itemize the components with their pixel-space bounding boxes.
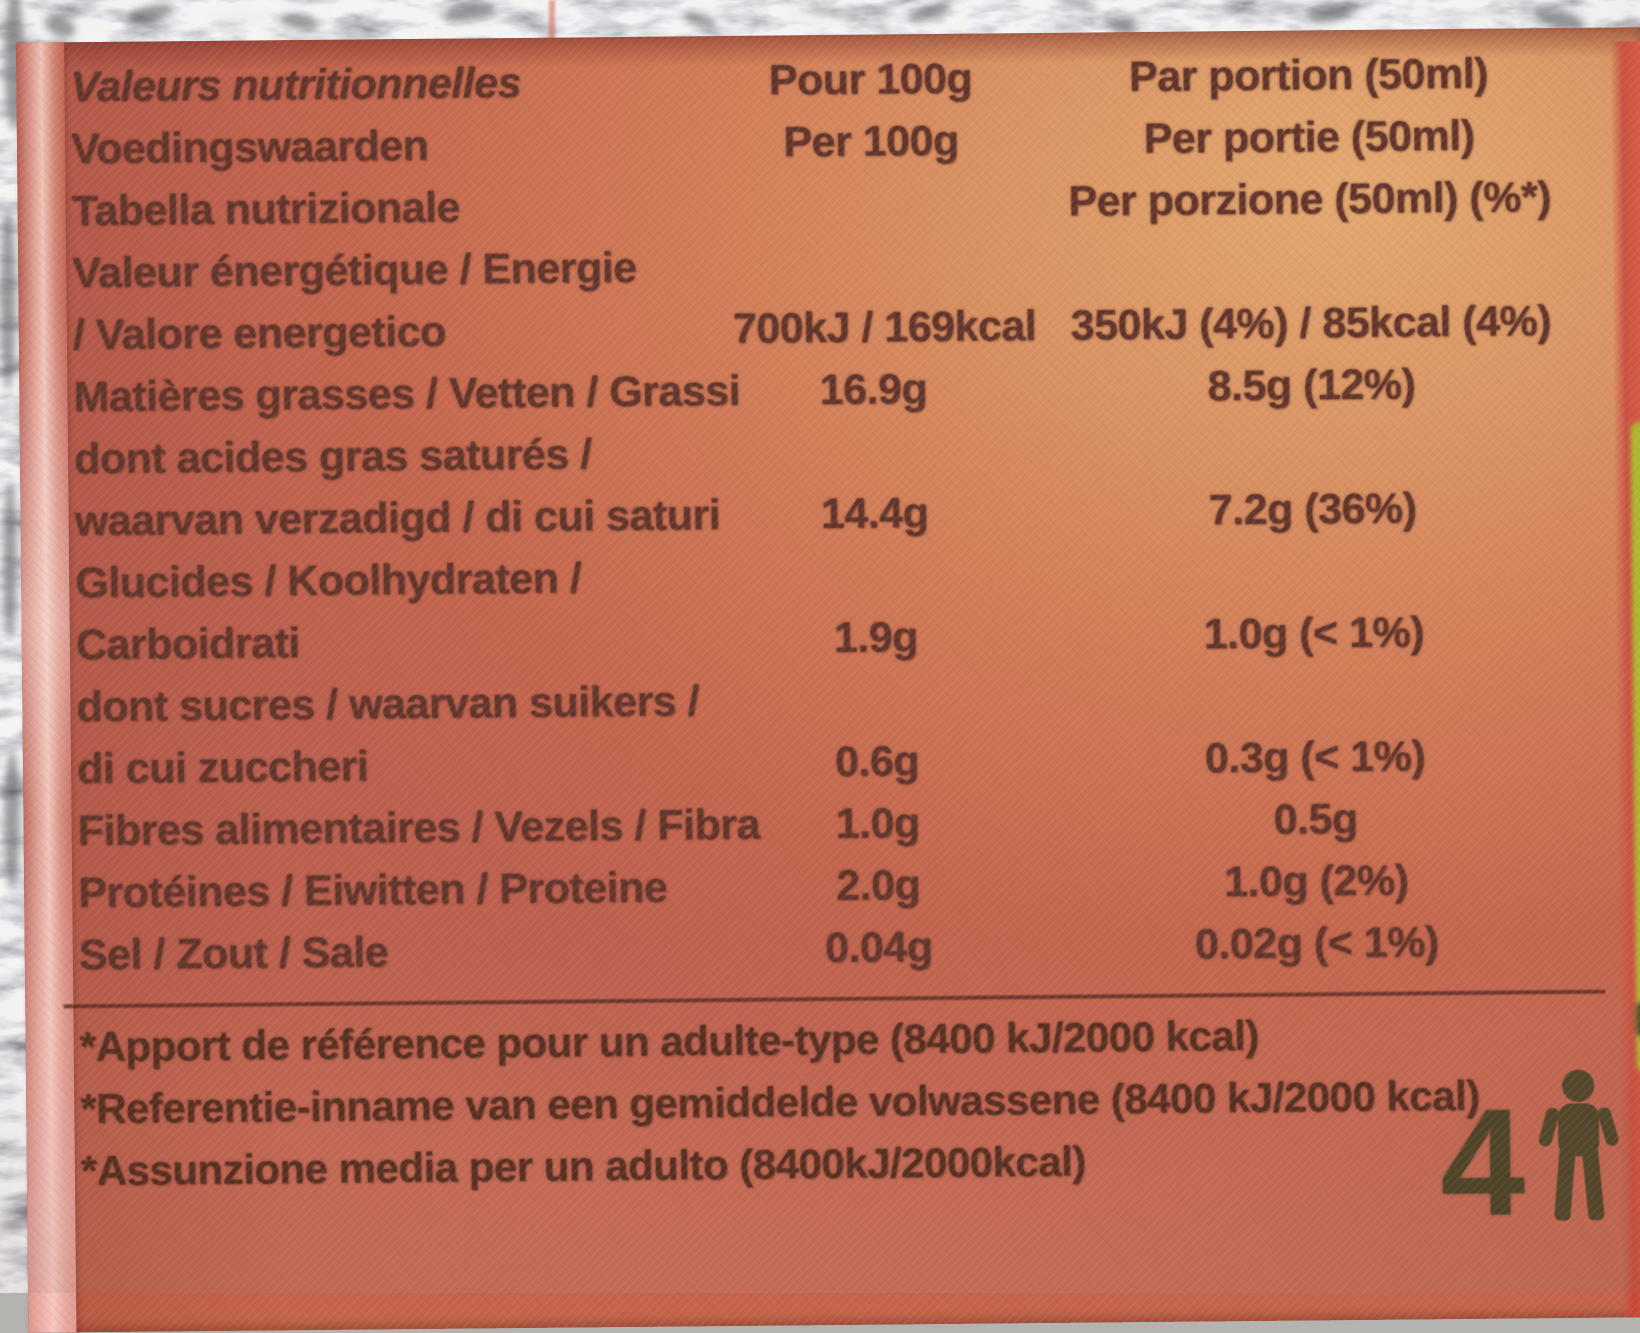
row-value-per100: 1.9g (736, 605, 1017, 670)
row-label-line: Carboidrati (75, 619, 300, 670)
row-value-portion: 0.5g (1017, 786, 1614, 854)
table-header-row: Valeurs nutritionnelles Voedingswaarden … (70, 42, 1608, 243)
row-label-line: waarvan verzadigd / di cui saturi (74, 491, 721, 546)
value: 0.02g (< 1%) (1194, 918, 1439, 969)
row-value-per100: 700kJ / 169kcal (732, 295, 1037, 360)
table-row-sugars: dont sucres / waarvan suikers / di cui z… (76, 662, 1613, 801)
row-label-line: Protéines / Eiwitten / Proteine (78, 863, 668, 918)
row-value-per100: 1.0g (737, 791, 1018, 856)
table-row-carbohydrates: Glucides / Koolhydraten / Carboidrati 1.… (75, 538, 1612, 677)
row-value-portion: 8.5g (12%) (1013, 352, 1610, 420)
reference-intake-footnotes: *Apport de référence pour un adulte-type… (79, 1002, 1617, 1203)
value: 350kJ (4%) / 85kcal (4%) (1070, 297, 1552, 350)
row-label: dont acides gras saturés / waarvan verza… (74, 422, 735, 552)
value: 14.4g (820, 489, 929, 539)
value: 0.5g (1273, 794, 1358, 844)
value: 1.0g (< 1%) (1203, 608, 1425, 659)
nutrition-table: Valeurs nutritionnelles Voedingswaarden … (16, 27, 1640, 1333)
row-label: Valeur énergétique / Energie / Valore en… (72, 236, 733, 366)
value: 0.04g (824, 923, 933, 973)
row-value-per100: 14.4g (734, 481, 1015, 546)
table-row-energy: Valeur énergétique / Energie / Valore en… (72, 228, 1609, 367)
row-label-line: / Valore energetico (72, 307, 446, 360)
table-title: Valeurs nutritionnelles Voedingswaarden … (70, 50, 732, 242)
row-value-portion: 350kJ (4%) / 85kcal (4%) (1013, 290, 1610, 358)
per100-header-nl: Per 100g (783, 116, 959, 167)
value: 0.6g (834, 737, 920, 786)
row-label-line: Glucides / Koolhydraten / (75, 554, 582, 608)
portion-header-nl: Per portie (50ml) (1143, 111, 1475, 163)
column-header-per-100g: Pour 100g Per 100g (730, 47, 1011, 174)
row-label: Matières grasses / Vetten / Grassi (73, 360, 741, 428)
value: 16.9g (819, 365, 928, 415)
table-title-nl: Voedingswaarden (70, 121, 429, 174)
row-value-portion: 1.0g (2%) (1018, 848, 1615, 916)
row-label: dont sucres / waarvan suikers / di cui z… (76, 670, 737, 800)
value: 2.0g (835, 861, 921, 910)
row-value-portion: 1.0g (< 1%) (1016, 600, 1613, 668)
servings-mark: 4 (1439, 1067, 1623, 1249)
person-icon (1538, 1069, 1619, 1221)
value: 7.2g (36%) (1208, 484, 1417, 535)
value: 0.3g (< 1%) (1204, 732, 1426, 783)
value: 1.0g (835, 799, 920, 848)
portion-header-fr: Par portion (50ml) (1128, 49, 1489, 102)
row-label: Sel / Zout / Sale (79, 918, 740, 986)
table-title-it: Tabella nutrizionale (71, 183, 461, 236)
row-value-per100: 16.9g (733, 357, 1014, 422)
row-label-line: di cui zuccheri (76, 742, 369, 794)
package-edge-reflection (549, 0, 555, 40)
row-label-line: dont sucres / waarvan suikers / (76, 677, 700, 732)
row-value-per100: 2.0g (738, 853, 1019, 918)
table-title-fr: Valeurs nutritionnelles (70, 58, 522, 112)
row-label-line: Fibres alimentaires / Vezels / Fibra (77, 800, 761, 856)
table-row-saturated-fat: dont acides gras saturés / waarvan verza… (74, 414, 1611, 553)
row-label-line: dont acides gras saturés / (73, 430, 592, 484)
per100-header-fr: Pour 100g (768, 54, 973, 105)
nutrition-label: Valeurs nutritionnelles Voedingswaarden … (16, 27, 1640, 1333)
row-value-portion: 0.02g (< 1%) (1018, 910, 1615, 978)
row-label: Protéines / Eiwitten / Proteine (78, 856, 739, 924)
row-value-portion: 0.3g (< 1%) (1017, 724, 1614, 792)
row-label: Glucides / Koolhydraten / Carboidrati (75, 546, 736, 676)
row-label-line: Matières grasses / Vetten / Grassi (73, 366, 741, 422)
row-value-per100: 0.6g (737, 729, 1018, 794)
row-value-per100: 0.04g (739, 915, 1020, 980)
portion-header-it: Per porzione (50ml) (%*) (1068, 173, 1552, 226)
row-value-portion: 7.2g (36%) (1014, 476, 1611, 544)
row-label-line: Sel / Zout / Sale (78, 928, 389, 980)
value: 1.0g (2%) (1223, 856, 1409, 907)
value: 8.5g (12%) (1207, 360, 1416, 411)
servings-count: 4 (1439, 1077, 1526, 1249)
column-header-per-portion: Par portion (50ml) Per portie (50ml) Per… (1010, 42, 1608, 234)
row-label-line: Valeur énergétique / Energie (72, 243, 637, 298)
value: 1.9g (833, 613, 919, 662)
row-label: Fibres alimentaires / Vezels / Fibra (77, 794, 761, 862)
value: 700kJ / 169kcal (732, 302, 1037, 353)
